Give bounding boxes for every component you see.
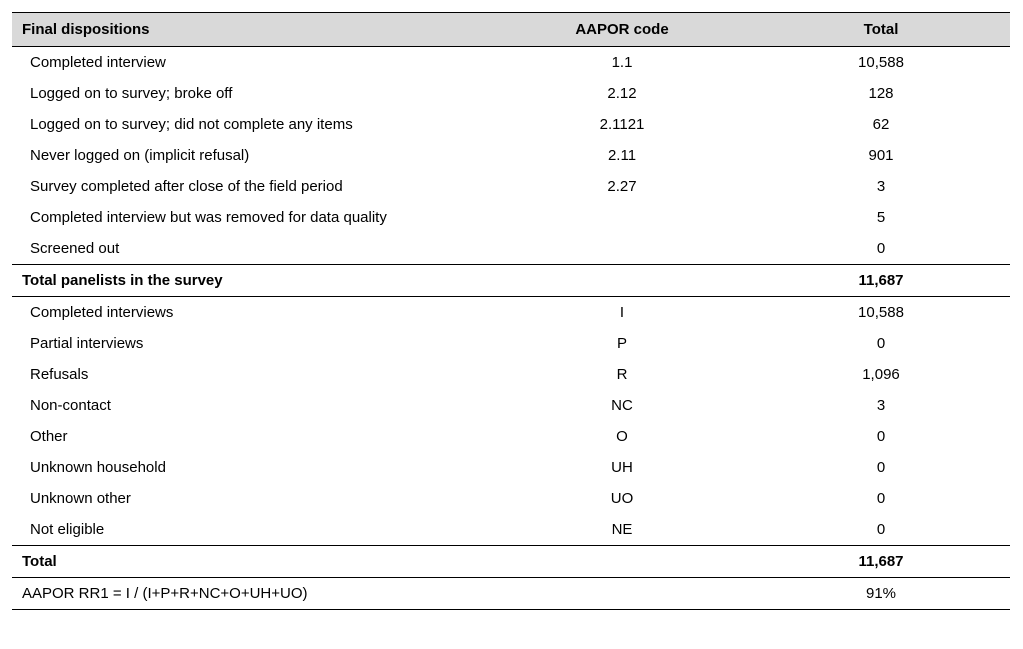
header-final-dispositions: Final dispositions [12, 13, 492, 47]
cell-code: NC [492, 390, 752, 421]
table-row: Logged on to survey; did not complete an… [12, 109, 1010, 140]
cell-total: 0 [752, 452, 1010, 483]
cell-label: Partial interviews [12, 328, 492, 359]
table-row: Unknown household UH 0 [12, 452, 1010, 483]
table-row: Completed interviews I 10,588 [12, 297, 1010, 329]
cell-label: Logged on to survey; broke off [12, 78, 492, 109]
cell-code: 2.11 [492, 140, 752, 171]
header-total: Total [752, 13, 1010, 47]
cell-label: Unknown household [12, 452, 492, 483]
cell-code [492, 233, 752, 265]
cell-code: UH [492, 452, 752, 483]
cell-total: 128 [752, 78, 1010, 109]
cell-label: Not eligible [12, 514, 492, 546]
cell-code [492, 202, 752, 233]
cell-label: Completed interview but was removed for … [12, 202, 492, 233]
section-total-row: Total 11,687 [12, 546, 1010, 578]
cell-label: Total panelists in the survey [12, 265, 492, 297]
cell-total: 10,588 [752, 47, 1010, 79]
header-aapor-code: AAPOR code [492, 13, 752, 47]
table-row: Logged on to survey; broke off 2.12 128 [12, 78, 1010, 109]
cell-total: 0 [752, 233, 1010, 265]
table-row: Screened out 0 [12, 233, 1010, 265]
cell-code: 2.12 [492, 78, 752, 109]
cell-total: 10,588 [752, 297, 1010, 329]
cell-code: 1.1 [492, 47, 752, 79]
cell-total: 11,687 [752, 546, 1010, 578]
cell-code: 2.27 [492, 171, 752, 202]
cell-total: 0 [752, 328, 1010, 359]
cell-code: UO [492, 483, 752, 514]
table-row: Partial interviews P 0 [12, 328, 1010, 359]
cell-label: Completed interviews [12, 297, 492, 329]
cell-code: 2.1121 [492, 109, 752, 140]
cell-label: Logged on to survey; did not complete an… [12, 109, 492, 140]
cell-total: 62 [752, 109, 1010, 140]
table-row: Non-contact NC 3 [12, 390, 1010, 421]
cell-code: R [492, 359, 752, 390]
footer-row: AAPOR RR1 = I / (I+P+R+NC+O+UH+UO) 91% [12, 578, 1010, 610]
cell-total: 1,096 [752, 359, 1010, 390]
cell-code [492, 546, 752, 578]
dispositions-table: Final dispositions AAPOR code Total Comp… [12, 12, 1010, 610]
cell-code [492, 578, 752, 610]
table-header-row: Final dispositions AAPOR code Total [12, 13, 1010, 47]
cell-total: 0 [752, 483, 1010, 514]
cell-code: P [492, 328, 752, 359]
cell-total: 3 [752, 171, 1010, 202]
cell-code: I [492, 297, 752, 329]
cell-total: 0 [752, 421, 1010, 452]
cell-code: O [492, 421, 752, 452]
cell-code: NE [492, 514, 752, 546]
table-row: Unknown other UO 0 [12, 483, 1010, 514]
cell-label: Non-contact [12, 390, 492, 421]
table-row: Survey completed after close of the fiel… [12, 171, 1010, 202]
cell-label: Refusals [12, 359, 492, 390]
cell-label: Completed interview [12, 47, 492, 79]
cell-code [492, 265, 752, 297]
table-row: Completed interview 1.1 10,588 [12, 47, 1010, 79]
cell-label: AAPOR RR1 = I / (I+P+R+NC+O+UH+UO) [12, 578, 492, 610]
cell-total: 901 [752, 140, 1010, 171]
table-row: Other O 0 [12, 421, 1010, 452]
cell-label: Total [12, 546, 492, 578]
cell-label: Survey completed after close of the fiel… [12, 171, 492, 202]
cell-total: 0 [752, 514, 1010, 546]
cell-total: 3 [752, 390, 1010, 421]
cell-label: Never logged on (implicit refusal) [12, 140, 492, 171]
section-total-row: Total panelists in the survey 11,687 [12, 265, 1010, 297]
table-row: Completed interview but was removed for … [12, 202, 1010, 233]
table-row: Refusals R 1,096 [12, 359, 1010, 390]
table-row: Never logged on (implicit refusal) 2.11 … [12, 140, 1010, 171]
table-row: Not eligible NE 0 [12, 514, 1010, 546]
table-body: Completed interview 1.1 10,588 Logged on… [12, 47, 1010, 610]
cell-label: Screened out [12, 233, 492, 265]
cell-label: Other [12, 421, 492, 452]
cell-total: 91% [752, 578, 1010, 610]
cell-label: Unknown other [12, 483, 492, 514]
cell-total: 11,687 [752, 265, 1010, 297]
cell-total: 5 [752, 202, 1010, 233]
